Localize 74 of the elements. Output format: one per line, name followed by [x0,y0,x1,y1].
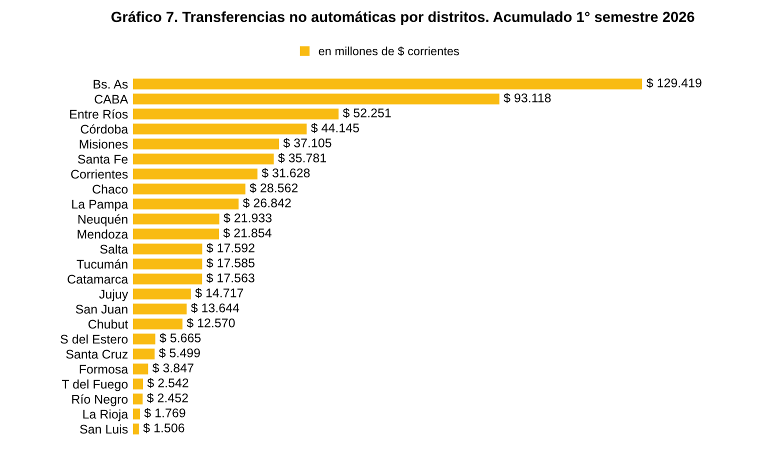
bar [133,244,202,254]
bar [133,348,155,360]
data-label: $ 44.145 [310,122,359,134]
y-tick-label: Misiones [80,139,128,149]
data-label: $ 93.118 [504,92,551,104]
y-tick-label: La Pampa [72,200,128,212]
bar [133,378,143,390]
bar [133,228,219,240]
bar [133,274,202,284]
data-label: $ 52.251 [342,108,391,118]
data-label: $ 35.781 [278,152,326,164]
data-label: $ 1.506 [143,422,184,434]
bar [133,304,187,314]
bar [133,288,191,300]
data-label: $ 5.499 [158,348,200,358]
bar [133,184,246,194]
bar [133,214,220,224]
y-tick-label: Chaco [92,184,128,194]
y-tick-label: Chubut [88,319,128,329]
bar [133,154,274,164]
y-tick-label: Corrientes [71,169,128,179]
data-label: $ 21.854 [223,228,272,238]
bar [133,168,258,180]
bar [133,124,307,134]
data-label: $ 28.562 [250,182,298,194]
data-label: $ 26.842 [242,198,291,208]
bar [133,258,202,270]
y-tick-label: La Rioja [83,409,128,422]
data-label: $ 3.847 [152,362,194,374]
data-label: $ 1.769 [144,408,186,418]
y-tick-label: Jujuy [99,289,128,302]
data-label: $ 17.585 [206,258,254,268]
y-tick-label: CABA [94,94,128,104]
chart-title: Gráfico 7. Transferencias no automáticas por distritos. Acumulado 1° semestre 2026 [111,11,694,25]
y-tick-label: Formosa [80,364,128,374]
data-label: $ 21.933 [224,212,272,224]
bar [133,78,642,90]
data-label: $ 2.542 [147,378,188,388]
y-tick-label: Tucumán [76,259,128,269]
legend-label: en millones de $ corrientes [318,46,459,56]
data-label: $ 5.665 [160,332,201,344]
bar [133,424,139,434]
y-tick-label: Río Negro [72,394,128,406]
data-label: $ 17.592 [206,242,254,254]
y-tick-label: Salta [100,244,128,254]
y-tick-label: S del Estero [60,334,128,344]
bar [133,94,500,104]
data-label: $ 12.570 [186,318,235,328]
y-tick-label: Catamarca [68,274,128,284]
bar [133,318,182,330]
bar [133,394,143,404]
y-tick-label: Neuquén [78,214,128,226]
y-tick-label: San Luis [80,424,128,434]
data-label: $ 37.105 [283,138,332,148]
y-tick-label: T del Fuego [62,379,128,392]
data-label: $ 13.644 [190,302,240,314]
bar [133,108,339,120]
bar [133,198,239,210]
y-tick-label: Santa Fe [78,154,128,164]
data-label: $ 31.628 [262,168,310,178]
y-tick-label: Mendoza [78,229,128,239]
bar [133,408,140,420]
data-label: $ 14.717 [195,288,244,298]
y-tick-label: Santa Cruz [66,350,128,359]
data-label: $ 17.563 [206,272,254,284]
data-label: $ 2.452 [146,392,188,404]
y-tick-label: Entre Ríos [70,109,128,119]
bar [133,364,148,374]
y-tick-label: San Juan [76,304,128,314]
y-tick-label: Córdoba [80,124,128,134]
data-label: $ 129.419 [646,78,702,88]
bar [133,334,156,344]
bar [133,138,279,150]
y-tick-label: Bs. As [94,80,128,89]
